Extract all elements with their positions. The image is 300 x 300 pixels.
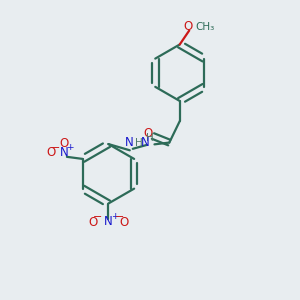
- Text: H: H: [135, 138, 142, 148]
- Text: +: +: [66, 143, 74, 152]
- Text: +: +: [111, 212, 119, 221]
- Text: O: O: [46, 146, 56, 160]
- Text: N: N: [59, 146, 68, 159]
- Text: O: O: [88, 216, 98, 229]
- Text: N: N: [141, 136, 150, 149]
- Text: O: O: [183, 20, 192, 33]
- Text: O: O: [143, 127, 152, 140]
- Text: N: N: [104, 215, 113, 228]
- Text: −: −: [93, 212, 103, 222]
- Text: −: −: [51, 142, 61, 153]
- Text: O: O: [59, 137, 68, 150]
- Text: O: O: [119, 216, 128, 229]
- Text: H: H: [146, 133, 154, 142]
- Text: CH₃: CH₃: [195, 22, 214, 32]
- Text: N: N: [125, 136, 134, 149]
- Text: −: −: [115, 212, 124, 222]
